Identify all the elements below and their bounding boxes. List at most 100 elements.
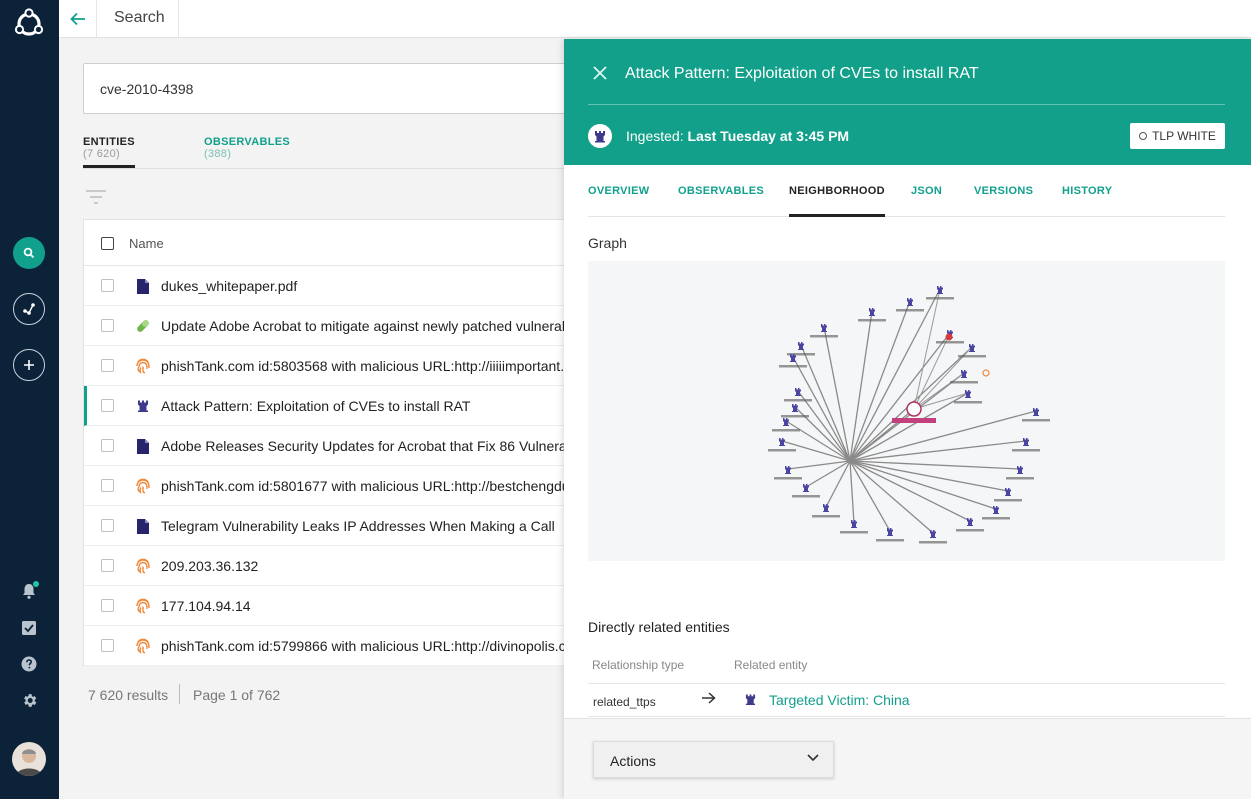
related-entity-header: Related entity: [734, 658, 808, 672]
row-checkbox[interactable]: [101, 399, 114, 412]
fingerprint-icon: [134, 357, 152, 375]
checkbox-icon: [22, 621, 36, 635]
tab-entities-count: (7 620): [83, 148, 120, 160]
neighborhood-graph[interactable]: [588, 261, 1225, 561]
related-entity-link[interactable]: Targeted Victim: China: [769, 692, 910, 708]
ingested-label: Ingested:: [626, 128, 684, 144]
help-button[interactable]: [19, 654, 39, 674]
related-header-divider: [588, 683, 1225, 684]
tab-history[interactable]: HISTORY: [1062, 185, 1113, 197]
row-checkbox[interactable]: [101, 439, 114, 452]
select-all-checkbox[interactable]: [101, 237, 114, 250]
plus-icon: [24, 360, 34, 370]
row-checkbox[interactable]: [101, 639, 114, 652]
back-button[interactable]: [59, 0, 97, 38]
notification-dot: [33, 581, 39, 587]
rail-add-button[interactable]: [13, 349, 45, 381]
table-row[interactable]: Attack Pattern: Exploitation of CVEs to …: [84, 386, 582, 426]
fingerprint-icon: [134, 557, 152, 575]
table-row[interactable]: Adobe Releases Security Updates for Acro…: [84, 426, 582, 466]
rail-search-button[interactable]: [13, 237, 45, 269]
row-name: Telegram Vulnerability Leaks IP Addresse…: [161, 518, 555, 534]
panel-title: Attack Pattern: Exploitation of CVEs to …: [625, 65, 979, 82]
attack-pattern-icon: [745, 693, 756, 711]
filter-button[interactable]: [86, 190, 106, 209]
column-name-header[interactable]: Name: [129, 236, 164, 251]
row-checkbox[interactable]: [101, 599, 114, 612]
arrow-right-icon: [701, 691, 716, 709]
table-row[interactable]: dukes_whitepaper.pdf: [84, 266, 582, 306]
settings-button[interactable]: [19, 690, 39, 710]
actions-label: Actions: [610, 753, 656, 769]
related-entities-heading: Directly related entities: [588, 619, 730, 635]
document-icon: [134, 277, 152, 295]
attack-pattern-icon: [588, 124, 612, 148]
tab-panel-observables[interactable]: OBSERVABLES: [678, 185, 765, 197]
row-checkbox[interactable]: [101, 279, 114, 292]
tab-entities-label: ENTITIES: [83, 136, 135, 148]
fingerprint-icon: [134, 597, 152, 615]
gear-icon: [23, 693, 36, 707]
row-checkbox[interactable]: [101, 519, 114, 532]
table-row[interactable]: 177.104.94.14: [84, 586, 582, 626]
search-icon: [23, 247, 35, 259]
graph-icon: [23, 303, 35, 315]
graph-canvas[interactable]: [588, 261, 1225, 561]
tab-neighborhood[interactable]: NEIGHBORHOOD: [789, 185, 885, 217]
tab-observables[interactable]: OBSERVABLES (388): [204, 136, 290, 168]
search-input[interactable]: cve-2010-4398: [83, 63, 583, 114]
row-checkbox[interactable]: [101, 359, 114, 372]
table-row[interactable]: Update Adobe Acrobat to mitigate against…: [84, 306, 582, 346]
pill-icon: [134, 317, 152, 335]
row-checkbox[interactable]: [101, 319, 114, 332]
relation-type: related_ttps: [593, 695, 656, 709]
ingested-value: Last Tuesday at 3:45 PM: [687, 128, 850, 144]
header-divider: [588, 104, 1225, 105]
fingerprint-icon: [134, 477, 152, 495]
tabs-divider: [83, 168, 583, 169]
tab-overview[interactable]: OVERVIEW: [588, 185, 650, 197]
table-row[interactable]: phishTank.com id:5799866 with malicious …: [84, 626, 582, 666]
page-title: Search: [114, 9, 165, 26]
tab-json[interactable]: JSON: [911, 185, 943, 197]
relationship-type-header: Relationship type: [592, 658, 685, 672]
top-bar: Search: [59, 0, 1251, 38]
row-name: Attack Pattern: Exploitation of CVEs to …: [161, 398, 471, 414]
table-row[interactable]: Telegram Vulnerability Leaks IP Addresse…: [84, 506, 582, 546]
row-checkbox[interactable]: [101, 559, 114, 572]
tlp-label: TLP WHITE: [1152, 129, 1216, 143]
document-icon: [134, 437, 152, 455]
tlp-button[interactable]: TLP WHITE: [1130, 123, 1225, 149]
tab-observables-count: (388): [204, 148, 232, 160]
row-name: phishTank.com id:5803568 with malicious …: [161, 358, 564, 374]
detail-panel: Attack Pattern: Exploitation of CVEs to …: [564, 39, 1251, 799]
tab-entities[interactable]: ENTITIES (7 620): [83, 136, 135, 168]
close-icon: [593, 66, 607, 80]
app-logo-icon[interactable]: [13, 8, 45, 40]
bell-icon: [23, 584, 35, 599]
panel-header: Attack Pattern: Exploitation of CVEs to …: [564, 39, 1251, 165]
tab-versions[interactable]: VERSIONS: [974, 185, 1034, 197]
row-name: dukes_whitepaper.pdf: [161, 278, 298, 294]
related-row-divider: [588, 716, 1225, 717]
tasks-button[interactable]: [19, 618, 39, 638]
nav-rail: [0, 0, 59, 799]
document-icon: [134, 517, 152, 535]
arrow-left-icon: [69, 12, 85, 26]
row-name: phishTank.com id:5799866 with malicious …: [161, 638, 564, 654]
filter-icon: [86, 190, 106, 204]
user-avatar[interactable]: [12, 742, 46, 776]
row-name: 177.104.94.14: [161, 598, 251, 614]
fingerprint-icon: [134, 637, 152, 655]
row-name: Adobe Releases Security Updates for Acro…: [161, 438, 564, 454]
row-checkbox[interactable]: [101, 479, 114, 492]
table-row[interactable]: 209.203.36.132: [84, 546, 582, 586]
table-row[interactable]: phishTank.com id:5803568 with malicious …: [84, 346, 582, 386]
help-icon: [21, 656, 37, 672]
table-row[interactable]: phishTank.com id:5801677 with malicious …: [84, 466, 582, 506]
notifications-button[interactable]: [19, 581, 39, 601]
actions-dropdown[interactable]: Actions: [593, 741, 834, 778]
rail-graph-button[interactable]: [13, 293, 45, 325]
tab-observables-label: OBSERVABLES: [204, 136, 291, 148]
close-panel-button[interactable]: [588, 61, 612, 85]
